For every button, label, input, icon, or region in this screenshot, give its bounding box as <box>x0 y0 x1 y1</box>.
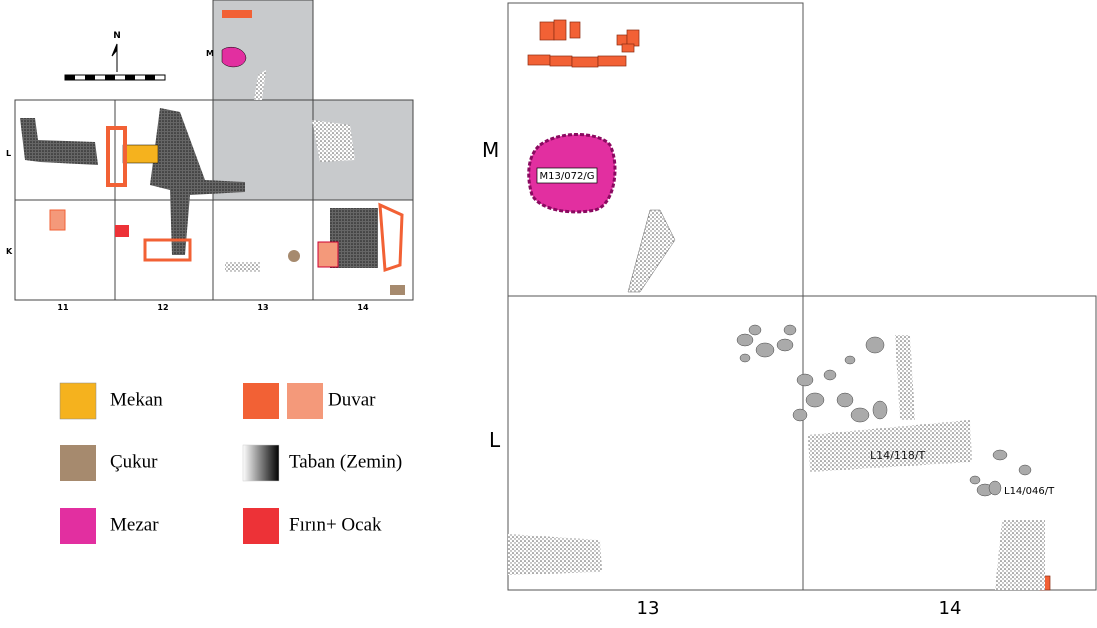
floor <box>808 420 972 472</box>
north-label: N <box>113 31 121 41</box>
row-label: K <box>6 247 13 256</box>
feature-label: L14/118/T <box>870 449 926 462</box>
feature-label: M13/072/G <box>536 167 598 184</box>
stones <box>736 324 1032 497</box>
row-label: L <box>489 428 501 452</box>
legend-label: Mekan <box>110 389 163 410</box>
column-label: 13 <box>257 303 268 312</box>
legend-swatch <box>60 445 96 481</box>
overview-map: N M L K 11 12 13 14 <box>6 0 414 312</box>
row-label: L <box>6 149 11 158</box>
column-label: 13 <box>637 598 660 619</box>
legend-label: Çukur <box>110 451 158 472</box>
legend-swatch <box>242 444 280 482</box>
feature-label: L14/046/T <box>1004 486 1055 497</box>
legend-swatch <box>243 383 279 419</box>
row-label: M <box>206 49 214 58</box>
grid-square <box>507 295 1097 591</box>
walls <box>527 19 1051 591</box>
stones <box>895 335 915 420</box>
floor <box>508 534 602 575</box>
column-label: 14 <box>357 303 369 312</box>
scale-bar <box>64 74 166 81</box>
legend-label: Duvar <box>328 389 376 410</box>
column-label: 12 <box>157 303 168 312</box>
column-label: 11 <box>57 303 69 312</box>
legend: Mekan Duvar Çukur Taban (Zemin) Mezar Fı… <box>59 382 402 544</box>
legend-swatch <box>60 508 96 544</box>
row-label: M <box>482 138 499 162</box>
stones <box>627 209 676 293</box>
column-label: 14 <box>939 598 962 619</box>
svg-text:M13/072/G: M13/072/G <box>540 171 595 182</box>
legend-label: Taban (Zemin) <box>289 451 402 472</box>
detail-map: M L 13 14 M13/072/G L14/118/T <box>482 2 1097 619</box>
legend-label: Fırın+ Ocak <box>289 514 382 535</box>
legend-swatch <box>243 508 279 544</box>
legend-swatch <box>59 382 97 420</box>
legend-label: Mezar <box>110 514 159 535</box>
north-arrow <box>111 43 118 72</box>
floor <box>995 520 1045 590</box>
legend-swatch <box>287 383 323 419</box>
overview-features <box>20 10 405 295</box>
